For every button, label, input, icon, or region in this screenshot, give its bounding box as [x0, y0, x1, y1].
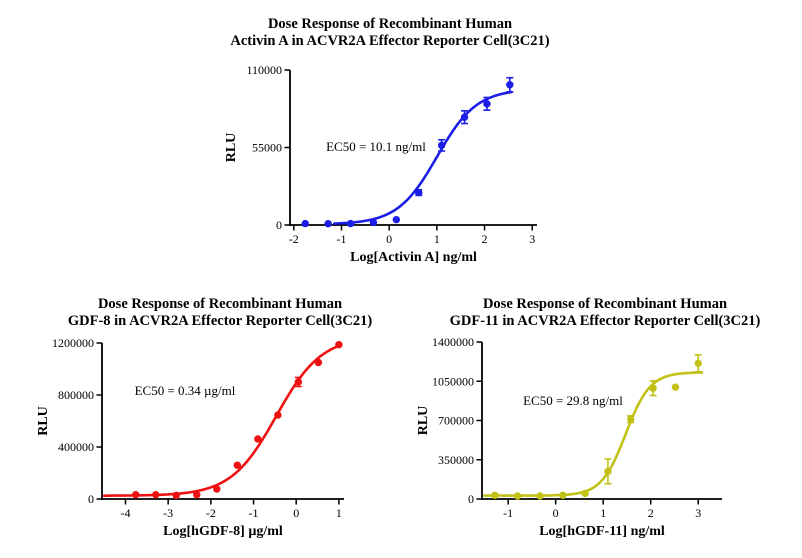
y-axis-title: RLU	[224, 133, 239, 163]
x-tick-label: -2	[206, 506, 216, 520]
data-point	[559, 491, 567, 499]
data-point	[649, 384, 657, 392]
chart-title-line-2: GDF-8 in ACVR2A Effector Reporter Cell(3…	[67, 313, 373, 329]
data-point	[346, 219, 355, 228]
x-tick-label: 1	[434, 232, 440, 246]
data-point	[513, 492, 522, 500]
chart-gdf-8: Dose Response of Recombinant Human GDF-8…	[30, 288, 410, 558]
y-tick-label: 350000	[438, 453, 474, 467]
data-point	[604, 467, 612, 476]
data-point	[392, 215, 401, 224]
x-tick-label: 0	[553, 506, 559, 520]
data-point	[301, 219, 309, 228]
plot-gdf-11: -1 0 1 2 3 0 350000 700000 1050000 1400000 Log[hGD…	[416, 335, 722, 539]
data-point	[627, 415, 635, 423]
plot-gdf-8: -4 -3 -2 -1 0 1 0 400000 800000 1200000 Log[hGDF-8…	[36, 336, 344, 539]
data-point	[324, 220, 332, 228]
x-axis-title: Log[hGDF-8] µg/ml	[163, 524, 283, 539]
x-tick-label: 1	[336, 506, 342, 520]
y-axis-title: RLU	[36, 406, 51, 436]
x-tick-label: -1	[249, 506, 259, 520]
y-tick-label: 55000	[252, 141, 282, 155]
data-point	[254, 435, 262, 443]
x-axis-title: Log[hGDF-11] ng/ml	[539, 524, 665, 539]
chart-title-line-1: Dose Response of Recombinant Human	[482, 296, 728, 312]
chart-title-activin-a: Dose Response of Recombinant Human Activ…	[195, 16, 585, 50]
data-point	[506, 81, 514, 89]
data-point	[581, 489, 589, 498]
data-point	[483, 100, 491, 108]
x-tick-label: 2	[482, 232, 488, 246]
y-tick-label: 110000	[246, 63, 282, 77]
data-point	[694, 359, 702, 368]
y-tick-label: 0	[468, 492, 474, 506]
chart-title-line-1: Dose Response of Recombinant Human	[267, 16, 513, 32]
ec50-annotation: EC50 = 29.8 ng/ml	[523, 393, 623, 408]
chart-title-line-1: Dose Response of Recombinant Human	[97, 296, 343, 312]
data-point	[172, 491, 180, 500]
x-tick-label: 0	[386, 232, 392, 246]
fit-curve	[102, 344, 341, 497]
x-axis-title: Log[Activin A] ng/ml	[350, 250, 477, 265]
data-point	[233, 461, 241, 469]
y-tick-label: 800000	[58, 388, 94, 402]
x-tick-label: -1	[503, 506, 513, 520]
chart-title-gdf-8: Dose Response of Recombinant Human GDF-8…	[30, 296, 410, 330]
data-point	[437, 141, 446, 150]
chart-title-line-2: Activin A in ACVR2A Effector Reporter Ce…	[230, 33, 550, 49]
chart-title-gdf-11: Dose Response of Recombinant Human GDF-1…	[415, 296, 795, 330]
ec50-annotation: EC50 = 10.1 ng/ml	[326, 139, 426, 154]
data-point	[274, 411, 282, 419]
chart-title-line-2: GDF-11 in ACVR2A Effector Reporter Cell(…	[449, 313, 761, 329]
data-point	[415, 188, 423, 197]
y-tick-label: 400000	[58, 440, 94, 454]
chart-gdf-11: Dose Response of Recombinant Human GDF-1…	[415, 288, 795, 558]
fit-curve	[483, 371, 704, 497]
data-point	[314, 358, 323, 367]
ec50-annotation: EC50 = 0.34 µg/ml	[135, 383, 236, 398]
x-tick-label: 2	[648, 506, 654, 520]
y-axis-title: RLU	[416, 406, 431, 436]
y-tick-label: 0	[276, 218, 282, 232]
y-tick-label: 700000	[438, 414, 474, 428]
fit-curve	[333, 90, 513, 225]
x-tick-label: -4	[120, 506, 130, 520]
x-tick-label: -3	[163, 506, 173, 520]
data-point	[536, 492, 544, 500]
x-tick-label: -2	[289, 232, 299, 246]
x-tick-label: 3	[695, 506, 701, 520]
data-point	[294, 378, 303, 386]
data-point	[491, 491, 499, 499]
x-tick-label: 0	[293, 506, 299, 520]
data-point	[152, 491, 160, 499]
y-tick-label: 0	[88, 492, 94, 506]
y-tick-label: 1200000	[52, 336, 94, 350]
data-point	[213, 485, 221, 493]
data-point	[132, 491, 140, 499]
plot-activin-a: -2 -1 0 1 2 3 0 55000 110000 Log[Activin A] ng/ml…	[224, 63, 537, 265]
y-tick-label: 1050000	[432, 374, 474, 388]
data-point	[671, 383, 680, 391]
x-tick-label: -1	[336, 232, 346, 246]
data-point	[369, 218, 378, 227]
y-tick-label: 1400000	[432, 335, 474, 349]
x-tick-label: 3	[529, 232, 535, 246]
x-tick-label: 1	[600, 506, 606, 520]
data-point	[335, 340, 343, 349]
data-point	[193, 491, 201, 499]
data-point	[460, 113, 469, 121]
chart-activin-a: Dose Response of Recombinant Human Activ…	[195, 8, 585, 280]
